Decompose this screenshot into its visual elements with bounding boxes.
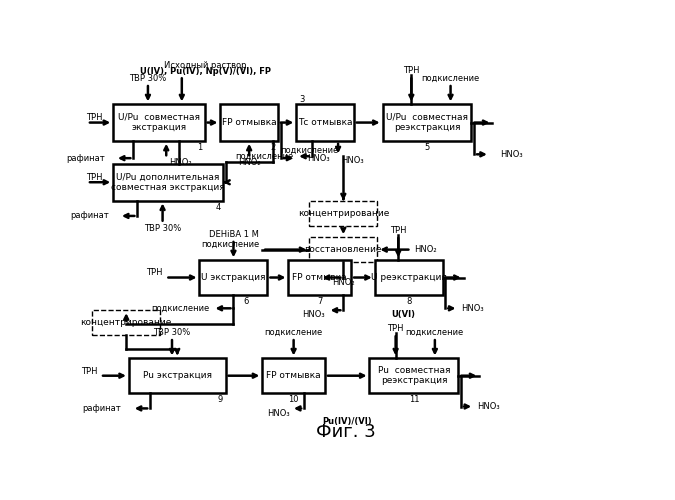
Text: ТВР 30%: ТВР 30% [130,74,167,83]
Text: FP отмывка: FP отмывка [267,371,321,380]
Text: 11: 11 [408,396,419,404]
Text: HNO₃: HNO₃ [341,156,363,166]
Text: U(IV), Pu(IV), Np(V)/(VI), FP: U(IV), Pu(IV), Np(V)/(VI), FP [140,67,271,76]
Text: DEHiBA 1 M: DEHiBA 1 M [209,230,259,238]
FancyBboxPatch shape [220,104,278,141]
FancyBboxPatch shape [113,164,223,200]
FancyBboxPatch shape [309,237,377,262]
FancyBboxPatch shape [375,260,443,295]
Text: Фиг. 3: Фиг. 3 [316,422,376,440]
FancyBboxPatch shape [296,104,354,141]
Text: концентрирование: концентрирование [298,208,389,218]
Text: U/Pu  совместная
экстракция: U/Pu совместная экстракция [118,113,200,132]
Text: HNO₃: HNO₃ [500,150,523,159]
Text: 3: 3 [299,95,304,104]
Text: ТВР 30%: ТВР 30% [153,328,190,336]
Text: 1: 1 [197,144,202,152]
Text: рафинат: рафинат [70,212,109,220]
FancyBboxPatch shape [369,358,458,393]
FancyBboxPatch shape [129,358,225,393]
Text: подкисление: подкисление [236,152,294,161]
Text: подкисление: подкисление [265,328,323,336]
Text: подкисление: подкисление [280,146,338,155]
Text: ТРН: ТРН [390,226,406,234]
Text: 8: 8 [406,298,411,306]
Text: HNO₂: HNO₂ [332,278,354,287]
Text: Исходный раствор: Исходный раствор [164,62,246,70]
Text: HNO₃: HNO₃ [306,154,329,162]
FancyBboxPatch shape [309,200,377,226]
Text: U реэкстракция: U реэкстракция [371,273,447,282]
Text: U экстракция: U экстракция [201,273,266,282]
Text: Pu(IV)/(VI): Pu(IV)/(VI) [323,418,372,426]
Text: ТРН: ТРН [86,114,103,122]
Text: 7: 7 [317,298,323,306]
Text: HNO₃: HNO₃ [302,310,325,320]
Text: ТРН: ТРН [146,268,163,278]
Text: HNO₃: HNO₃ [267,408,290,418]
Text: HNO₂: HNO₂ [238,158,261,168]
Text: 4: 4 [215,203,220,212]
FancyBboxPatch shape [383,104,471,141]
FancyBboxPatch shape [288,260,351,295]
Text: рафинат: рафинат [65,154,105,162]
Text: ТРН: ТРН [86,173,103,182]
Text: подкисление: подкисление [421,74,480,83]
FancyBboxPatch shape [113,104,205,141]
Text: концентрирование: концентрирование [80,318,172,328]
Text: подкисление: подкисление [406,328,464,336]
FancyBboxPatch shape [262,358,325,393]
Text: 2: 2 [270,144,275,152]
Text: 10: 10 [288,396,299,404]
Text: U/Pu  совместная
реэкстракция: U/Pu совместная реэкстракция [386,113,468,132]
Text: HNO₃: HNO₃ [461,304,484,313]
Text: 5: 5 [425,144,430,152]
Text: HNO₂: HNO₂ [169,158,192,168]
Text: ТРН: ТРН [387,324,404,333]
Text: U/Pu дополнительная
совместная экстракция: U/Pu дополнительная совместная экстракци… [111,172,225,192]
Text: Тс отмывка: Тс отмывка [298,118,352,127]
Text: FP отмывка: FP отмывка [292,273,347,282]
Text: восстановление: восстановление [304,245,382,254]
Text: подкисление: подкисление [152,304,210,313]
FancyBboxPatch shape [92,310,160,336]
FancyBboxPatch shape [200,260,267,295]
Text: U(VI): U(VI) [392,310,416,320]
Text: FP отмывка: FP отмывка [222,118,277,127]
Text: HNO₂: HNO₂ [414,245,437,254]
Text: подкисление: подкисление [201,240,260,248]
Text: рафинат: рафинат [82,404,122,413]
Text: Pu экстракция: Pu экстракция [142,371,212,380]
Text: ТВР 30%: ТВР 30% [144,224,181,233]
Text: 9: 9 [218,396,223,404]
Text: ТРН: ТРН [81,366,97,376]
Text: Pu  совместная
реэкстракция: Pu совместная реэкстракция [378,366,450,386]
Text: HNO₃: HNO₃ [477,402,500,411]
Text: 6: 6 [244,298,249,306]
Text: ТРН: ТРН [403,66,420,75]
